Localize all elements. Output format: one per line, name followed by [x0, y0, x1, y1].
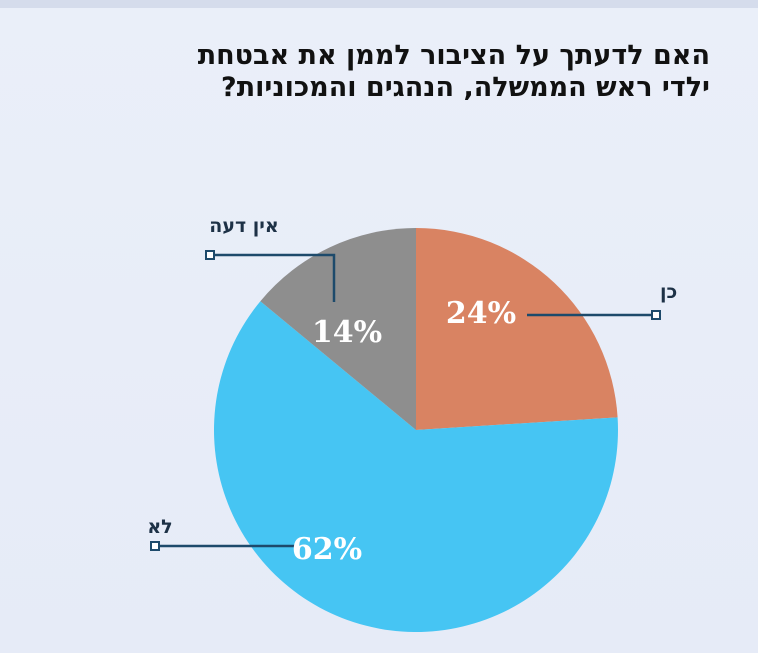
leader-no-opinion-end-marker [205, 250, 215, 260]
category-label-no: לא [147, 516, 172, 538]
top-edge [0, 0, 758, 8]
pie-labels: 24% כן 62% לא 14% אין דעה [147, 215, 677, 567]
value-label-no-opinion: 14% [312, 315, 382, 350]
callout-leaders [150, 250, 661, 551]
slice-no-opinion [260, 228, 416, 430]
value-label-yes: 24% [446, 296, 516, 331]
slice-no [213, 301, 618, 633]
leader-no-end-marker [150, 541, 160, 551]
chart-title: האם לדעתך על הציבור לממן את אבטחת ילדי ר… [197, 40, 710, 103]
value-label-no: 62% [292, 532, 362, 567]
slice-yes [416, 228, 618, 430]
category-label-yes: כן [660, 281, 677, 303]
category-label-no-opinion: אין דעה [209, 215, 278, 237]
leader-yes-end-marker [651, 310, 661, 320]
pie-slices [213, 228, 618, 633]
leader-no-opinion [210, 253, 336, 302]
